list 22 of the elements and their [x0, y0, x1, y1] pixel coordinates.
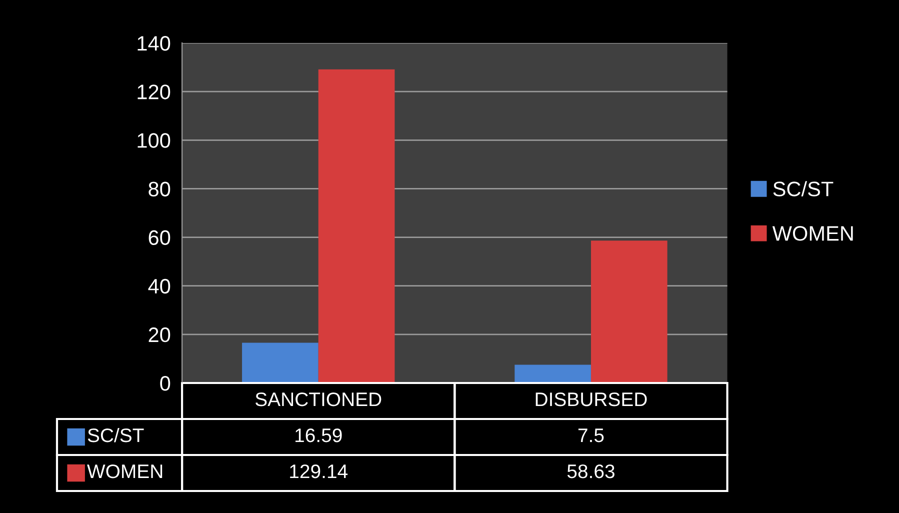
text: SC/ST	[773, 181, 834, 196]
data-label: 7.5	[578, 428, 604, 442]
y-tick-label: 100	[138, 133, 170, 148]
y-tick-label: 140	[138, 36, 170, 51]
x-tick-label: SANCTIONED	[256, 392, 382, 406]
bar	[590, 240, 668, 384]
y-tick-label: 40	[148, 278, 170, 294]
y-tick-label: 80	[148, 182, 170, 196]
y-tick-label: 0	[160, 376, 170, 391]
bar	[318, 69, 395, 384]
bar	[242, 342, 318, 384]
y-tick-label: 60	[148, 230, 170, 246]
bar	[514, 364, 591, 384]
data-label: 16.59	[296, 428, 342, 442]
y-tick-label: 20	[148, 327, 170, 342]
text: WOMEN	[87, 464, 162, 478]
data-label: 58.63	[567, 464, 614, 478]
data-label: 129.14	[290, 464, 348, 478]
x-tick-label: DISBURSED	[536, 392, 647, 406]
legend-label: WOMEN	[772, 226, 853, 241]
y-tick-label: 120	[138, 84, 170, 100]
legend-label: SC/ST	[88, 428, 144, 442]
